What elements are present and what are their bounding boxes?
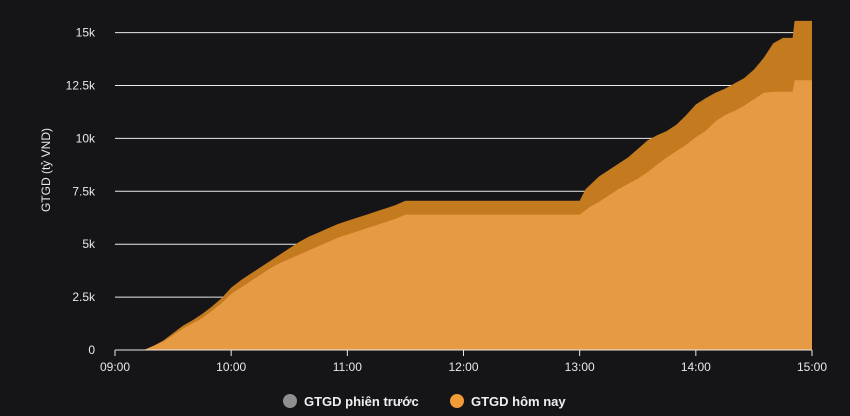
y-tick-label: 15k [76,26,96,40]
x-tick-label: 10:00 [216,360,246,374]
legend-label: GTGD hôm nay [471,394,566,409]
x-tick-label: 12:00 [448,360,478,374]
x-tick-label: 14:00 [681,360,711,374]
y-axis: 0 2.5k 5k 7.5k 10k 12.5k 15k [66,26,96,357]
legend-item-1[interactable]: GTGD phiên trước [283,394,419,409]
x-axis: 09:00 10:00 11:00 12:00 13:00 14:00 15:00 [100,349,827,374]
y-tick-label: 2.5k [72,290,96,304]
series-area-2 [115,80,812,350]
legend[interactable]: GTGD phiên trước GTGD hôm nay [283,394,566,409]
legend-marker [450,394,464,408]
y-tick-label: 12.5k [66,78,96,92]
y-tick-label: 5k [82,237,96,251]
y-tick-label: 10k [76,131,96,145]
legend-item-2[interactable]: GTGD hôm nay [450,394,566,409]
y-tick-label: 0 [88,343,95,357]
y-axis-label: GTGD (tỷ VND) [39,128,53,212]
series-areas [115,20,812,351]
legend-label: GTGD phiên trước [304,394,419,409]
x-tick-label: 13:00 [565,360,595,374]
x-tick-label: 15:00 [797,360,827,374]
y-tick-label: 7.5k [72,184,96,198]
legend-marker [283,394,297,408]
x-tick-label: 09:00 [100,360,130,374]
x-tick-label: 11:00 [333,360,362,374]
